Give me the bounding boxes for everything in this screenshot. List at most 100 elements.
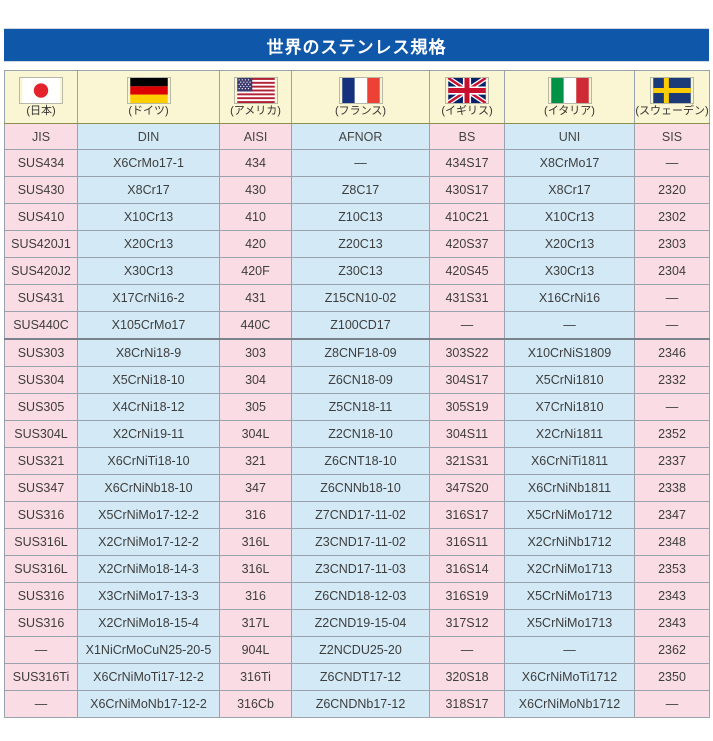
flag-cell-inner: (ドイツ) bbox=[79, 76, 219, 118]
cell-uni: X16CrNi16 bbox=[504, 284, 635, 312]
cell-sis: — bbox=[634, 393, 710, 421]
cell-din: X17CrNi16-2 bbox=[77, 284, 220, 312]
cell-afnor: Z8C17 bbox=[291, 176, 430, 204]
cell-bs: — bbox=[429, 311, 505, 340]
flag-france-icon bbox=[338, 76, 383, 104]
cell-sis: 2352 bbox=[634, 420, 710, 448]
cell-jis: SUS303 bbox=[4, 338, 78, 367]
cell-aisi: 347 bbox=[219, 474, 292, 502]
cell-aisi: 440C bbox=[219, 311, 292, 340]
cell-afnor: Z5CN18-11 bbox=[291, 393, 430, 421]
cell-uni: X2CrNi1811 bbox=[504, 420, 635, 448]
cell-bs: 304S11 bbox=[429, 420, 505, 448]
cell-uni: X7CrNi1810 bbox=[504, 393, 635, 421]
cell-din: X5CrNi18-10 bbox=[77, 366, 220, 394]
flag-header-cell-jis: (日本) bbox=[4, 70, 78, 124]
cell-sis: 2347 bbox=[634, 501, 710, 529]
cell-afnor: Z6CNNb18-10 bbox=[291, 474, 430, 502]
cell-jis: — bbox=[4, 690, 78, 718]
cell-afnor: — bbox=[291, 149, 430, 177]
flag-cell-inner: (イタリア) bbox=[506, 76, 634, 118]
flag-japan-icon bbox=[19, 76, 63, 104]
flag-header-cell-afnor: (フランス) bbox=[291, 70, 430, 124]
cell-aisi: 321 bbox=[219, 447, 292, 475]
table-row: SUS440C X105CrMo17 440C Z100CD17— — — bbox=[4, 311, 710, 340]
flag-header-cell-sis: (スウェーデン) bbox=[634, 70, 710, 124]
cell-sis: — bbox=[634, 149, 710, 177]
country-label: (スウェーデン) bbox=[635, 104, 709, 117]
cell-din: X2CrNiMo18-14-3 bbox=[77, 555, 220, 583]
standard-header-jis: JIS bbox=[4, 123, 78, 150]
table-body: SUS434 X6CrMo17-1 434—434S17 X8CrMo17— SUS43… bbox=[4, 149, 710, 718]
flag-cell-inner: (フランス) bbox=[293, 76, 429, 118]
table-row: SUS316 X3CrNiMo17-13-3 316 Z6CND18-12-03 316… bbox=[4, 582, 710, 610]
cell-afnor: Z10C13 bbox=[291, 203, 430, 231]
cell-din: X3CrNiMo17-13-3 bbox=[77, 582, 220, 610]
standard-header-sis: SIS bbox=[634, 123, 710, 150]
cell-sis: — bbox=[634, 311, 710, 340]
cell-afnor: Z3CND17-11-03 bbox=[291, 555, 430, 583]
standard-header-din: DIN bbox=[77, 123, 220, 150]
standard-header-afnor: AFNOR bbox=[291, 123, 430, 150]
cell-bs: 430S17 bbox=[429, 176, 505, 204]
flag-sweden-icon bbox=[650, 76, 694, 104]
cell-din: X6CrNiMoTi17-12-2 bbox=[77, 663, 220, 691]
cell-aisi: 410 bbox=[219, 203, 292, 231]
cell-afnor: Z30C13 bbox=[291, 257, 430, 285]
cell-sis: 2302 bbox=[634, 203, 710, 231]
cell-jis: SUS431 bbox=[4, 284, 78, 312]
cell-bs: 304S17 bbox=[429, 366, 505, 394]
cell-uni: X10CrNiS1809 bbox=[504, 338, 635, 367]
cell-afnor: Z100CD17 bbox=[291, 311, 430, 340]
country-label: (日本) bbox=[26, 104, 56, 117]
cell-jis: SUS316 bbox=[4, 609, 78, 637]
cell-sis: 2362 bbox=[634, 636, 710, 664]
table-row: SUS305 X4CrNi18-12 305 Z5CN18-11 305S19 X7CrN… bbox=[4, 393, 710, 421]
table-row: SUS316 X5CrNiMo17-12-2 316 Z7CND17-11-02 316… bbox=[4, 501, 710, 529]
cell-aisi: 304 bbox=[219, 366, 292, 394]
cell-sis: 2338 bbox=[634, 474, 710, 502]
cell-din: X6CrMo17-1 bbox=[77, 149, 220, 177]
flag-cell-inner: (アメリカ) bbox=[221, 76, 291, 118]
cell-bs: 316S17 bbox=[429, 501, 505, 529]
table-row: SUS321 X6CrNiTi18-10 321 Z6CNT18-10 321S31 X6… bbox=[4, 447, 710, 475]
flag-header-cell-bs: (イギリス) bbox=[429, 70, 505, 124]
page-title: 世界のステンレス規格 bbox=[4, 28, 709, 62]
table-row: SUS420J2 X30Cr13 420F Z30C13 420S45 X30Cr13 23… bbox=[4, 257, 710, 285]
cell-aisi: 316 bbox=[219, 582, 292, 610]
cell-afnor: Z15CN10-02 bbox=[291, 284, 430, 312]
cell-din: X1NiCrMoCuN25-20-5 bbox=[77, 636, 220, 664]
cell-bs: 434S17 bbox=[429, 149, 505, 177]
table-row: SUS316L X2CrNiMo18-14-3 316L Z3CND17-11-03 3… bbox=[4, 555, 710, 583]
cell-bs: 316S19 bbox=[429, 582, 505, 610]
table-row: — X6CrNiMoNb17-12-2 316Cb Z6CNDNb17-12 318S1… bbox=[4, 690, 710, 718]
cell-uni: X6CrNiMoTi1712 bbox=[504, 663, 635, 691]
cell-aisi: 305 bbox=[219, 393, 292, 421]
cell-aisi: 316Cb bbox=[219, 690, 292, 718]
cell-din: X20Cr13 bbox=[77, 230, 220, 258]
cell-jis: — bbox=[4, 636, 78, 664]
cell-bs: 420S37 bbox=[429, 230, 505, 258]
flag-italy-icon bbox=[547, 76, 592, 104]
cell-bs: 420S45 bbox=[429, 257, 505, 285]
table-row: SUS410 X10Cr13 410 Z10C13 410C21 X10Cr13 2302 bbox=[4, 203, 710, 231]
cell-sis: — bbox=[634, 284, 710, 312]
table-row: SUS434 X6CrMo17-1 434—434S17 X8CrMo17— bbox=[4, 149, 710, 177]
cell-aisi: 420 bbox=[219, 230, 292, 258]
cell-sis: 2304 bbox=[634, 257, 710, 285]
flag-usa-icon bbox=[233, 76, 278, 104]
cell-din: X2CrNiMo18-15-4 bbox=[77, 609, 220, 637]
table-row: SUS347 X6CrNiNb18-10 347 Z6CNNb18-10 347S20 X… bbox=[4, 474, 710, 502]
country-label: (アメリカ) bbox=[230, 104, 281, 117]
cell-uni: X5CrNi1810 bbox=[504, 366, 635, 394]
cell-aisi: 420F bbox=[219, 257, 292, 285]
cell-jis: SUS304L bbox=[4, 420, 78, 448]
cell-din: X5CrNiMo17-12-2 bbox=[77, 501, 220, 529]
cell-sis: 2346 bbox=[634, 338, 710, 367]
cell-din: X10Cr13 bbox=[77, 203, 220, 231]
table-row: SUS316L X2CrNiMo17-12-2 316L Z3CND17-11-02 3… bbox=[4, 528, 710, 556]
cell-uni: X2CrNiMo1713 bbox=[504, 555, 635, 583]
cell-aisi: 316Ti bbox=[219, 663, 292, 691]
cell-afnor: Z2CN18-10 bbox=[291, 420, 430, 448]
table-row: SUS431 X17CrNi16-2 431 Z15CN10-02 431S31 X16C… bbox=[4, 284, 710, 312]
